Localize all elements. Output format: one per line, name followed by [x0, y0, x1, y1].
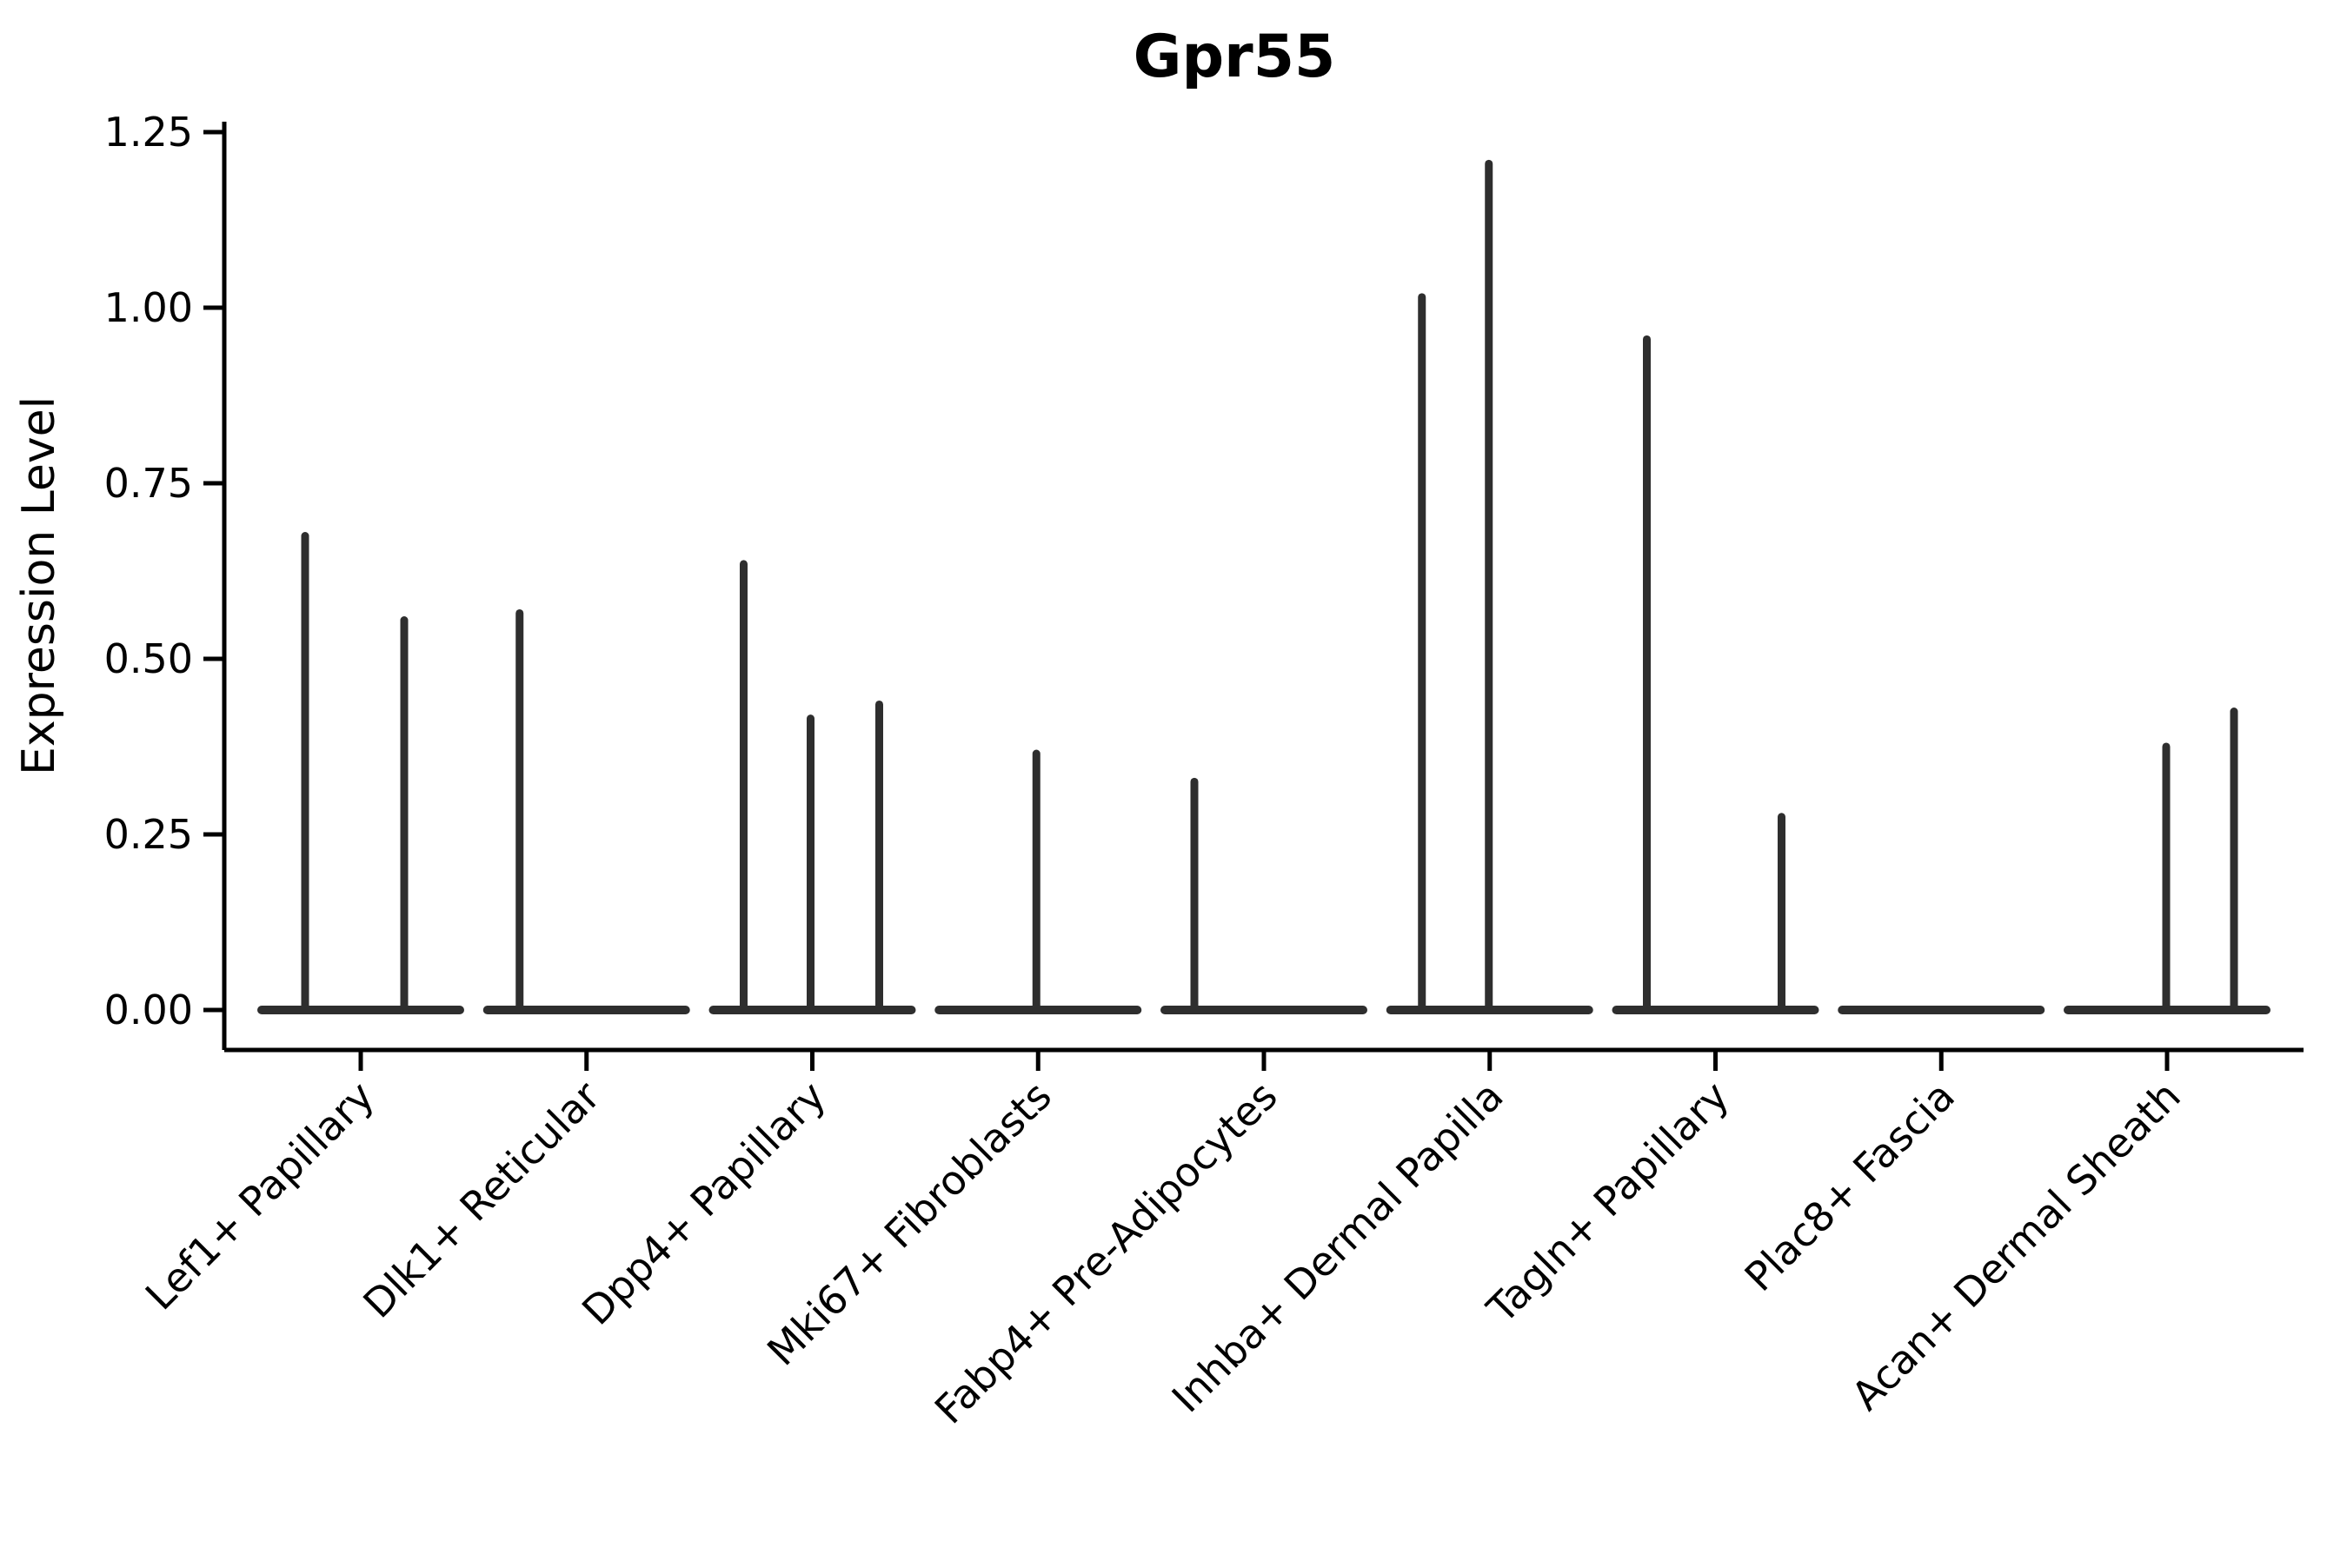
y-tick-label: 1.00 [104, 284, 193, 331]
y-tick-label: 0.25 [104, 811, 193, 858]
x-tick-label: Plac8+ Fascia [1736, 1073, 1964, 1300]
x-tick-label: Lef1+ Papillary [136, 1073, 383, 1319]
violin-9 [2064, 708, 2271, 1014]
violin-7 [1612, 335, 1819, 1014]
x-tick-label: Dpp4+ Papillary [573, 1073, 834, 1334]
violins-layer [257, 159, 2271, 1014]
y-tick-label: 0.50 [104, 635, 193, 682]
violin-3 [708, 560, 916, 1014]
y-tick-label: 0.00 [104, 987, 193, 1033]
y-tick-label: 1.25 [104, 109, 193, 156]
chart-title: Gpr55 [1134, 23, 1336, 91]
violin-5 [1160, 777, 1367, 1014]
y-tick-label: 0.75 [104, 460, 193, 507]
x-tick-label: Dlk1+ Reticular [354, 1073, 608, 1327]
x-tick-label: Tagln+ Papillary [1478, 1073, 1739, 1333]
violin-4 [934, 749, 1142, 1014]
violin-1 [257, 532, 464, 1014]
y-axis-label: Expression Level [13, 396, 65, 775]
violin-2 [482, 608, 690, 1014]
violin-6 [1386, 159, 1593, 1014]
